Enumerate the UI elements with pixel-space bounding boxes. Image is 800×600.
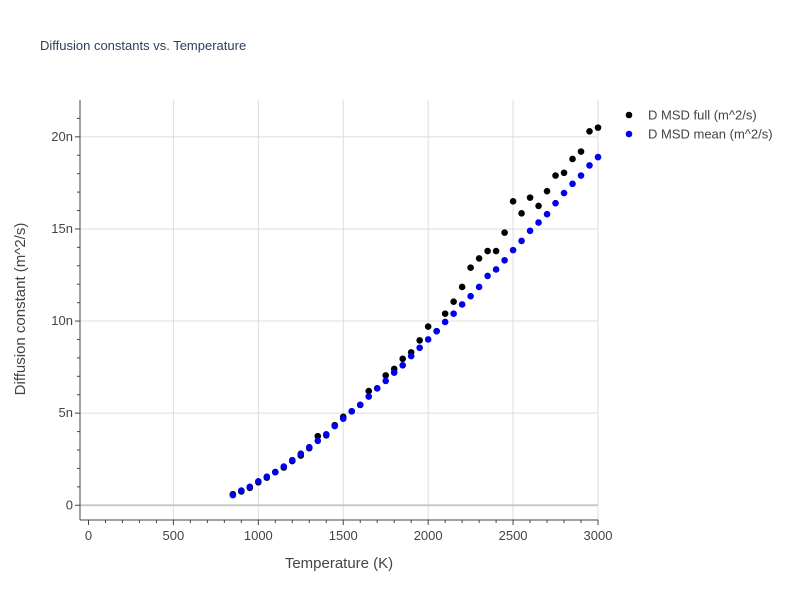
y-tick-label: 15n <box>51 221 73 236</box>
data-point[interactable] <box>560 189 568 197</box>
legend-item-1[interactable]: D MSD full (m^2/s) <box>625 108 757 123</box>
data-point[interactable] <box>484 272 491 280</box>
data-point[interactable] <box>450 298 457 306</box>
data-point[interactable] <box>526 227 534 235</box>
data-point[interactable] <box>552 199 559 207</box>
data-point[interactable] <box>441 318 449 326</box>
data-point[interactable] <box>255 478 262 485</box>
data-point[interactable] <box>458 283 466 291</box>
data-point[interactable] <box>390 369 398 376</box>
chart-title: Diffusion constants vs. Temperature <box>40 38 246 53</box>
legend-marker <box>625 130 633 138</box>
data-point[interactable] <box>280 463 288 470</box>
x-tick-label: 1000 <box>244 528 273 543</box>
data-point[interactable] <box>518 209 525 217</box>
x-tick-label: 1500 <box>329 528 358 543</box>
data-point[interactable] <box>356 401 364 409</box>
data-point[interactable] <box>535 219 542 226</box>
x-tick-label: 500 <box>163 528 185 543</box>
data-point[interactable] <box>492 247 500 255</box>
legend-item-2[interactable]: D MSD mean (m^2/s) <box>625 127 773 142</box>
data-point[interactable] <box>560 169 568 177</box>
data-point[interactable] <box>331 422 339 430</box>
data-point[interactable] <box>263 473 271 481</box>
data-point[interactable] <box>399 355 406 363</box>
data-point[interactable] <box>569 155 576 163</box>
data-point[interactable] <box>399 361 406 369</box>
data-point[interactable] <box>424 323 432 330</box>
points-layer <box>229 124 602 499</box>
data-point[interactable] <box>450 310 457 317</box>
data-point[interactable] <box>586 128 593 135</box>
data-point[interactable] <box>441 310 449 317</box>
y-tick-label: 10n <box>51 313 73 328</box>
x-tick-label: 0 <box>85 528 92 543</box>
data-point[interactable] <box>501 256 508 264</box>
data-point[interactable] <box>314 437 322 445</box>
y-tick-label: 0 <box>66 497 73 512</box>
data-point[interactable] <box>509 198 517 205</box>
data-point[interactable] <box>272 468 279 476</box>
data-point[interactable] <box>424 336 432 343</box>
data-point[interactable] <box>484 247 491 255</box>
data-point[interactable] <box>433 327 440 335</box>
legend-label: D MSD full (m^2/s) <box>648 108 757 123</box>
data-point[interactable] <box>458 301 466 308</box>
data-point[interactable] <box>543 210 551 218</box>
data-point[interactable] <box>526 194 534 201</box>
x-axis-title: Temperature (K) <box>285 555 393 572</box>
data-point[interactable] <box>348 408 356 415</box>
data-point[interactable] <box>569 180 576 188</box>
data-point[interactable] <box>577 148 585 155</box>
y-axis-title: Diffusion constant (m^2/s) <box>12 223 29 396</box>
series-2 <box>229 153 602 499</box>
legend-label: D MSD mean (m^2/s) <box>648 127 773 142</box>
data-point[interactable] <box>407 352 415 360</box>
data-point[interactable] <box>467 264 474 271</box>
data-point[interactable] <box>339 415 347 422</box>
y-tick-label: 20n <box>51 129 73 144</box>
data-point[interactable] <box>518 237 525 245</box>
data-point[interactable] <box>475 283 483 291</box>
data-point[interactable] <box>373 384 381 392</box>
data-point[interactable] <box>509 246 517 254</box>
x-tick-label: 2000 <box>414 528 443 543</box>
data-point[interactable] <box>382 377 390 385</box>
data-point[interactable] <box>475 255 483 262</box>
x-tick-label: 3000 <box>584 528 613 543</box>
data-point[interactable] <box>552 172 559 179</box>
data-point[interactable] <box>246 483 254 491</box>
data-point[interactable] <box>322 431 330 438</box>
data-point[interactable] <box>365 393 373 400</box>
data-point[interactable] <box>288 456 296 464</box>
data-point[interactable] <box>594 124 602 131</box>
data-point[interactable] <box>382 372 390 379</box>
data-point[interactable] <box>543 187 551 195</box>
data-point[interactable] <box>535 202 542 210</box>
data-point[interactable] <box>305 443 313 451</box>
legend[interactable]: D MSD full (m^2/s) D MSD mean (m^2/s) <box>625 108 773 142</box>
axes-layer: 0 500 1000 1500 2000 2500 3000 0 5n 10n 15n 20n <box>51 100 612 543</box>
data-point[interactable] <box>238 487 245 494</box>
x-tick-label: 2500 <box>499 528 528 543</box>
data-point[interactable] <box>501 229 508 236</box>
data-point[interactable] <box>467 292 474 300</box>
y-tick-label: 5n <box>59 405 73 420</box>
data-point[interactable] <box>229 491 237 499</box>
grid-layer <box>80 100 599 520</box>
data-point[interactable] <box>314 432 322 440</box>
data-point[interactable] <box>365 387 373 395</box>
data-point[interactable] <box>297 450 305 457</box>
data-point[interactable] <box>492 266 500 273</box>
data-point[interactable] <box>586 162 593 169</box>
data-point[interactable] <box>416 337 423 344</box>
data-point[interactable] <box>416 344 423 352</box>
data-point[interactable] <box>577 172 585 179</box>
series-1 <box>229 124 602 498</box>
data-point[interactable] <box>594 153 602 161</box>
legend-marker <box>625 111 633 119</box>
